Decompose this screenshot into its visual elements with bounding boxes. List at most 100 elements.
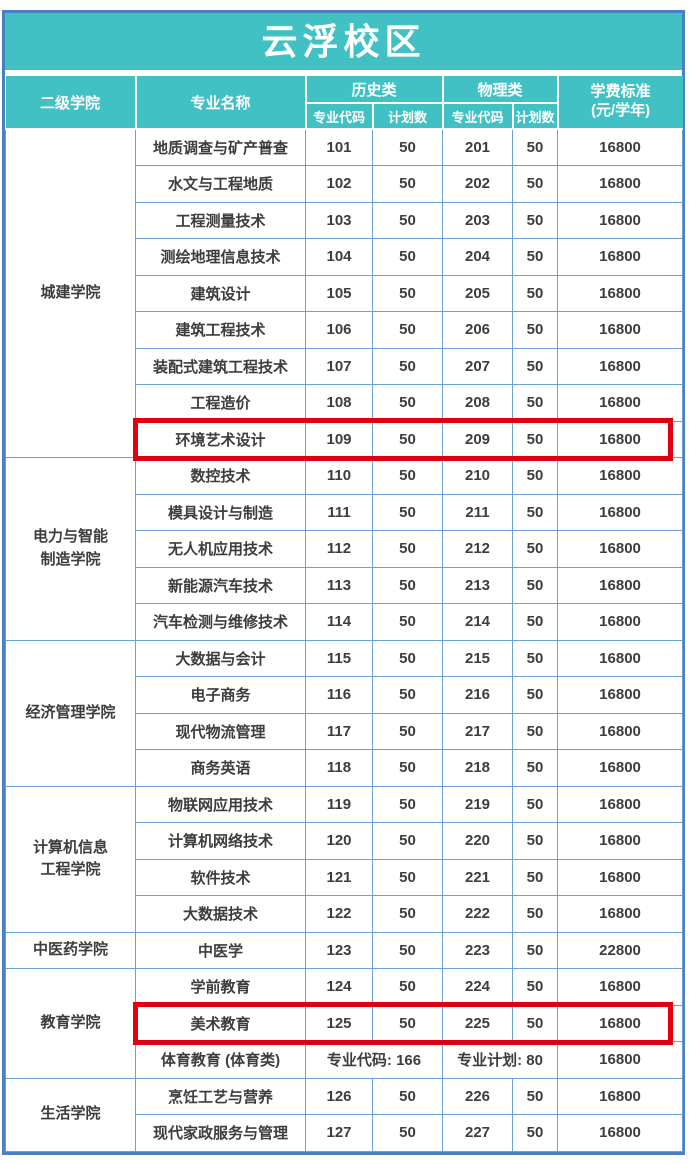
major-cell: 无人机应用技术 — [135, 530, 306, 568]
physics-plan-cell: 50 — [512, 1114, 559, 1152]
history-plan-cell: 50 — [371, 1077, 444, 1115]
header-tuition-line1: 学费标准 — [590, 83, 651, 101]
major-cell: 烹饪工艺与营养 — [135, 1077, 306, 1115]
table-row: 水文与工程地质 102 50 202 50 16800 — [6, 165, 684, 203]
history-code-cell: 115 — [305, 639, 373, 677]
physics-plan-cell: 50 — [512, 639, 559, 677]
physics-plan-cell: 50 — [512, 712, 559, 750]
history-code-cell: 112 — [305, 530, 373, 568]
tuition-cell: 16800 — [557, 676, 684, 714]
history-plan-cell: 50 — [371, 603, 444, 641]
major-cell: 装配式建筑工程技术 — [135, 347, 306, 385]
physics-code-cell: 221 — [442, 858, 514, 896]
major-cell: 体育教育 (体育类) — [135, 1041, 306, 1079]
header-history-plan: 计划数 — [371, 102, 444, 130]
physics-code-cell: 218 — [442, 749, 514, 787]
table-row: 软件技术 121 50 221 50 16800 — [6, 858, 684, 896]
tuition-cell: 16800 — [557, 457, 684, 495]
tuition-cell: 16800 — [557, 1041, 684, 1079]
tuition-cell: 16800 — [557, 311, 684, 349]
table-row: 汽车检测与维修技术 114 50 214 50 16800 — [6, 603, 684, 641]
history-code-cell: 123 — [305, 931, 373, 969]
tuition-cell: 16800 — [557, 895, 684, 933]
college-cell: 经济管理学院 — [5, 639, 136, 787]
table-row: 生活学院 烹饪工艺与营养 126 50 226 50 16800 — [5, 1077, 684, 1152]
major-cell: 物联网应用技术 — [135, 785, 306, 823]
college-cell: 电力与智能 制造学院 — [5, 457, 136, 641]
sports-plan-cell: 专业计划: 80 — [442, 1041, 559, 1079]
table-row: 无人机应用技术 112 50 212 50 16800 — [6, 530, 684, 568]
history-code-cell: 110 — [305, 457, 373, 495]
history-plan-cell: 50 — [371, 420, 444, 458]
history-code-cell: 126 — [305, 1077, 373, 1115]
major-cell: 美术教育 — [135, 1004, 306, 1042]
physics-plan-cell: 50 — [512, 858, 559, 896]
history-plan-cell: 50 — [371, 347, 444, 385]
physics-plan-cell: 50 — [512, 822, 559, 860]
physics-plan-cell: 50 — [512, 676, 559, 714]
history-code-cell: 103 — [305, 201, 373, 239]
history-plan-cell: 50 — [371, 676, 444, 714]
major-cell: 建筑工程技术 — [135, 311, 306, 349]
physics-code-cell: 217 — [442, 712, 514, 750]
history-plan-cell: 50 — [371, 639, 444, 677]
table-row: 经济管理学院 大数据与会计 115 50 215 50 16800 — [5, 639, 684, 787]
physics-plan-cell: 50 — [512, 274, 559, 312]
tuition-cell: 16800 — [557, 566, 684, 604]
table-row: 计算机信息 工程学院 物联网应用技术 119 50 219 50 16800 — [5, 785, 684, 933]
major-cell: 模具设计与制造 — [135, 493, 306, 531]
tuition-cell: 16800 — [557, 639, 684, 677]
physics-code-cell: 207 — [442, 347, 514, 385]
sports-code-cell: 专业代码: 166 — [304, 1041, 444, 1079]
physics-plan-cell: 50 — [512, 895, 559, 933]
title-divider — [5, 70, 682, 76]
header-college: 二级学院 — [5, 76, 137, 130]
history-code-cell: 105 — [305, 274, 373, 312]
college-cell: 计算机信息 工程学院 — [5, 785, 136, 933]
major-cell: 大数据技术 — [135, 895, 306, 933]
table-row: 装配式建筑工程技术 107 50 207 50 16800 — [6, 347, 684, 385]
history-plan-cell: 50 — [371, 1004, 444, 1042]
table-row: 模具设计与制造 111 50 211 50 16800 — [6, 493, 684, 531]
physics-code-cell: 211 — [442, 493, 514, 531]
table-row: 商务英语 118 50 218 50 16800 — [6, 749, 684, 787]
tuition-cell: 16800 — [557, 128, 684, 166]
history-plan-cell: 50 — [371, 749, 444, 787]
history-code-cell: 117 — [305, 712, 373, 750]
tuition-cell: 16800 — [557, 201, 684, 239]
history-plan-cell: 50 — [371, 712, 444, 750]
physics-code-cell: 210 — [442, 457, 514, 495]
history-code-cell: 109 — [305, 420, 373, 458]
history-code-cell: 127 — [305, 1114, 373, 1152]
physics-code-cell: 225 — [442, 1004, 514, 1042]
history-code-cell: 121 — [305, 858, 373, 896]
history-plan-cell: 50 — [371, 1114, 444, 1152]
major-cell: 商务英语 — [135, 749, 306, 787]
history-code-cell: 122 — [305, 895, 373, 933]
major-cell: 现代家政服务与管理 — [135, 1114, 306, 1152]
physics-plan-cell: 50 — [512, 457, 559, 495]
history-code-cell: 108 — [305, 384, 373, 422]
table-row: 现代物流管理 117 50 217 50 16800 — [6, 712, 684, 750]
physics-code-cell: 224 — [442, 968, 514, 1006]
tuition-cell: 16800 — [557, 238, 684, 276]
major-cell: 建筑设计 — [135, 274, 306, 312]
history-plan-cell: 50 — [371, 457, 444, 495]
table-row: 电力与智能 制造学院 数控技术 110 50 210 50 16800 — [5, 457, 684, 641]
table-row: 中医药学院 中医学 123 50 223 50 22800 — [5, 931, 684, 969]
header-physics-group: 物理类 — [441, 76, 559, 104]
history-code-cell: 111 — [305, 493, 373, 531]
table-row: 城建学院 地质调查与矿产普查 101 50 201 50 16800 — [5, 128, 684, 458]
physics-code-cell: 216 — [442, 676, 514, 714]
history-code-cell: 114 — [305, 603, 373, 641]
majors-table: 二级学院 专业名称 历史类 物理类 学费标准 (元/学年) 专业代码 计划数 专… — [5, 76, 684, 1152]
major-cell: 学前教育 — [135, 968, 306, 1006]
history-plan-cell: 50 — [371, 384, 444, 422]
tuition-cell: 16800 — [557, 822, 684, 860]
history-code-cell: 101 — [305, 128, 373, 166]
major-cell: 现代物流管理 — [135, 712, 306, 750]
history-plan-cell: 50 — [371, 858, 444, 896]
physics-plan-cell: 50 — [512, 384, 559, 422]
major-cell: 环境艺术设计 — [135, 420, 306, 458]
table-header: 二级学院 专业名称 历史类 物理类 学费标准 (元/学年) 专业代码 计划数 专… — [5, 76, 683, 130]
